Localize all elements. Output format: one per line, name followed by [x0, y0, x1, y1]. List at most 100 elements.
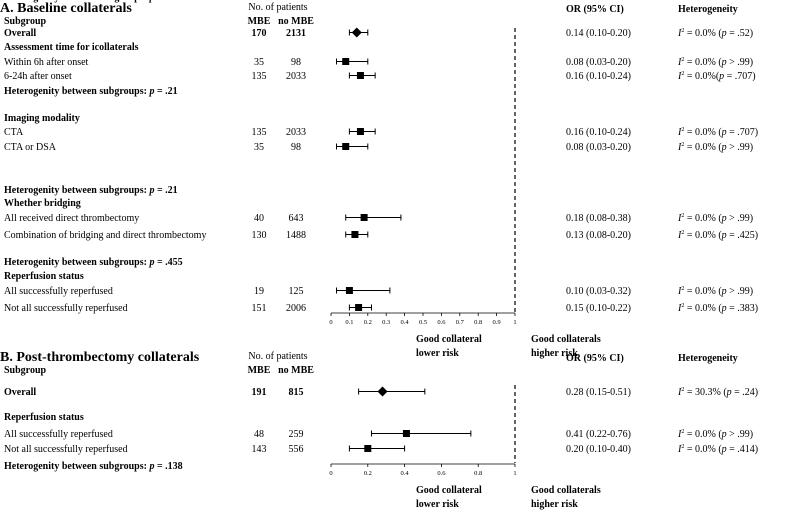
direction-label-right: higher risk	[531, 499, 578, 510]
het-i: I	[677, 230, 682, 241]
heterogeneity-text: I2 = 30.3% (p = .24)	[677, 387, 758, 398]
het-p: p	[721, 230, 727, 241]
subgroup-heading: Reperfusion status	[4, 412, 84, 423]
or-ci-text: 0.08 (0.03-0.20)	[566, 57, 631, 68]
het-mid: = 0.0% (	[684, 57, 722, 68]
het-mid: = 0.0% (	[684, 28, 722, 39]
het-post: = .52)	[727, 28, 753, 39]
heterogeneity-text: I2 = 0.0% (p = .707)	[677, 127, 758, 138]
het-post: > .99)	[727, 142, 753, 153]
diamond-marker	[351, 27, 362, 38]
het-post: = .24)	[732, 387, 758, 398]
het-mid: = 0.0% (	[684, 286, 722, 297]
no-mbe-count: 2006	[286, 303, 306, 314]
subgroup-header: Subgroup	[4, 365, 47, 376]
het-post: = .383)	[727, 303, 758, 314]
square-marker	[360, 214, 368, 221]
note-value: = .138	[154, 461, 182, 472]
square-marker	[355, 304, 363, 311]
het-sup: 2	[681, 230, 684, 236]
no-mbe-count: 2131	[286, 28, 306, 39]
square-marker	[402, 430, 410, 437]
mbe-count: 191	[252, 387, 267, 398]
x-tick-label: 0.1	[345, 319, 353, 326]
row-label: CTA or DSA	[4, 142, 57, 153]
het-mid: = 0.0% (	[684, 142, 722, 153]
het-p: p	[721, 28, 727, 39]
het-post: = .707)	[724, 71, 755, 82]
note-p: p	[148, 0, 154, 3]
direction-label-left: Good collateral	[416, 485, 482, 496]
mbe-count: 48	[254, 429, 264, 440]
subgroup-heading: Assessment time for icollaterals	[4, 42, 139, 53]
x-tick-label: 0.6	[437, 319, 446, 326]
or-ci-text: 0.20 (0.10-0.40)	[566, 444, 631, 455]
mbe-count: 135	[252, 127, 267, 138]
x-tick-label: 0.5	[419, 319, 427, 326]
no-mbe-count: 556	[289, 444, 304, 455]
square-marker	[356, 128, 364, 135]
het-sup: 2	[681, 213, 684, 219]
heterogeneity-text: I2 = 0.0% (p > .99)	[677, 142, 753, 153]
het-mid: = 0.0% (	[684, 230, 722, 241]
mbe-count: 135	[252, 71, 267, 82]
subgroup-heterogeneity-note: Heterogenity between subgroups: p = .555	[4, 0, 183, 3]
no-mbe-header: no MBE	[278, 16, 314, 27]
note-p: p	[148, 461, 154, 472]
note-p: p	[148, 185, 154, 196]
het-i: I	[677, 28, 682, 39]
row-label: All successfully reperfused	[4, 429, 113, 440]
subgroup-heading: Whether bridging	[4, 198, 81, 209]
het-i: I	[677, 142, 682, 153]
note-text: Heterogenity between subgroups:	[4, 0, 149, 3]
subgroup-heading: Imaging modality	[4, 113, 80, 124]
het-p: p	[726, 387, 732, 398]
x-tick-label: 0.4	[401, 319, 410, 326]
het-i: I	[677, 127, 682, 138]
heterogeneity-text: I2 = 0.0%(p = .707)	[677, 71, 756, 82]
heterogeneity-text: I2 = 0.0% (p = .52)	[677, 28, 753, 39]
or-ci-text: 0.16 (0.10-0.24)	[566, 71, 631, 82]
het-i: I	[677, 429, 682, 440]
square-marker	[356, 72, 364, 79]
het-sup: 2	[681, 57, 684, 63]
row-label: Not all successfully reperfused	[4, 303, 128, 314]
note-value: = .21	[154, 86, 177, 97]
panel-title: A. Baseline collaterals	[0, 1, 132, 16]
row-label: Not all successfully reperfused	[4, 444, 128, 455]
het-p: p	[721, 429, 727, 440]
x-tick-label: 0.8	[474, 319, 482, 326]
mbe-count: 151	[252, 303, 267, 314]
note-text: Heterogenity between subgroups:	[4, 185, 149, 196]
mbe-count: 35	[254, 142, 264, 153]
het-p: p	[721, 57, 727, 68]
het-sup: 2	[681, 286, 684, 292]
het-post: > .99)	[727, 286, 753, 297]
square-marker	[342, 143, 350, 150]
subgroup-header: Subgroup	[4, 16, 47, 27]
row-label: All successfully reperfused	[4, 286, 113, 297]
het-i: I	[677, 286, 682, 297]
het-i: I	[677, 303, 682, 314]
het-post: = .707)	[727, 127, 758, 138]
row-label: Overall	[4, 387, 36, 398]
het-p: p	[721, 286, 727, 297]
mbe-count: 130	[252, 230, 267, 241]
no-mbe-count: 259	[289, 429, 304, 440]
no-mbe-count: 98	[291, 142, 301, 153]
heterogeneity-text: I2 = 0.0% (p > .99)	[677, 286, 753, 297]
row-label: Within 6h after onset	[4, 57, 89, 68]
mbe-count: 19	[254, 286, 264, 297]
square-marker	[342, 58, 350, 65]
note-text: Heterogenity between subgroups:	[4, 461, 149, 472]
note-text: Heterogenity between subgroups:	[4, 257, 149, 268]
het-post: = .414)	[727, 444, 758, 455]
or-ci-text: 0.28 (0.15-0.51)	[566, 387, 631, 398]
x-tick-label: 0.6	[437, 470, 446, 477]
het-i: I	[677, 387, 682, 398]
note-value: = .455	[154, 257, 182, 268]
no-mbe-count: 125	[289, 286, 304, 297]
mbe-header: MBE	[248, 365, 271, 376]
mbe-count: 170	[252, 28, 267, 39]
row-label: CTA	[4, 127, 24, 138]
